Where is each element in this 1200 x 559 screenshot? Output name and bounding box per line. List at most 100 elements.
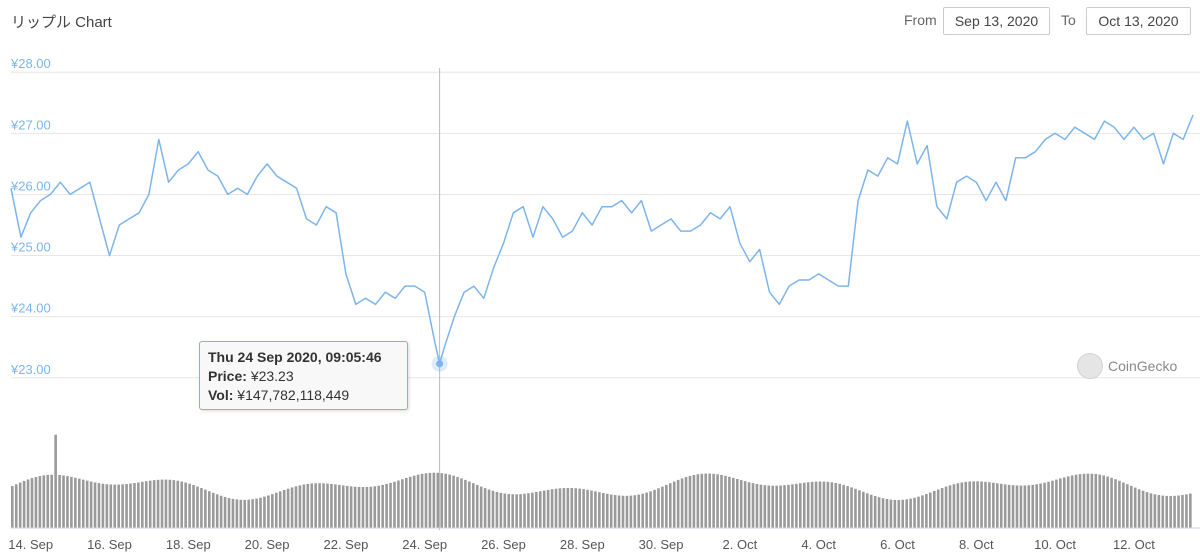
- volume-bar: [338, 484, 341, 528]
- volume-bar: [676, 479, 680, 528]
- volume-bar: [42, 475, 46, 528]
- to-date-input[interactable]: Oct 13, 2020: [1086, 7, 1191, 35]
- volume-bar: [204, 489, 207, 528]
- volume-bar: [1133, 487, 1137, 528]
- volume-bar: [1059, 478, 1062, 528]
- volume-bar: [259, 497, 262, 528]
- volume-bar: [77, 478, 81, 528]
- volume-bar: [940, 488, 944, 528]
- x-tick-label: 8. Oct: [959, 537, 994, 552]
- volume-bar: [1189, 493, 1192, 528]
- volume-bar: [944, 486, 948, 528]
- volume-bar: [401, 479, 404, 528]
- volume-bar: [385, 483, 388, 528]
- volume-bar: [771, 485, 775, 528]
- volume-bar: [314, 483, 317, 528]
- volume-bar: [968, 481, 972, 528]
- volume-bar: [747, 482, 751, 528]
- volume-bar: [688, 475, 692, 528]
- volume-bar: [452, 475, 455, 528]
- volume-bar: [464, 479, 467, 528]
- x-tick-label: 6. Oct: [880, 537, 915, 552]
- tooltip-vol-label: Vol:: [208, 387, 234, 403]
- volume-bar: [223, 496, 227, 528]
- volume-bar: [393, 481, 396, 528]
- volume-bar: [1173, 495, 1176, 528]
- tooltip-price-label: Price:: [208, 368, 247, 384]
- volume-bar: [1055, 479, 1058, 528]
- volume-bar: [1110, 477, 1113, 528]
- volume-bar: [176, 480, 180, 528]
- volume-bar: [996, 483, 999, 528]
- from-date-input[interactable]: Sep 13, 2020: [943, 7, 1050, 35]
- volume-bar: [172, 480, 176, 528]
- volume-bar: [231, 498, 235, 528]
- volume-bar: [1011, 485, 1015, 528]
- volume-bar: [109, 484, 113, 528]
- volume-bar: [1122, 482, 1125, 528]
- volume-bar: [605, 493, 609, 528]
- volume-bar: [487, 489, 491, 528]
- volume-bar: [818, 481, 822, 528]
- volume-bar: [1015, 485, 1019, 528]
- volume-bar: [775, 485, 778, 528]
- volume-bar: [247, 499, 250, 528]
- volume-bar: [992, 482, 995, 528]
- x-tick-label: 30. Sep: [639, 537, 684, 552]
- volume-bar: [263, 496, 266, 528]
- volume-bar: [1094, 474, 1098, 528]
- chart-tooltip: Thu 24 Sep 2020, 09:05:46 Price: ¥23.23 …: [199, 341, 408, 410]
- volume-bar: [546, 489, 550, 528]
- volume-bar: [743, 481, 747, 528]
- volume-bar: [956, 483, 960, 528]
- volume-bar: [129, 483, 132, 528]
- volume-bar: [1082, 473, 1086, 528]
- volume-bar: [74, 477, 77, 528]
- volume-bar: [1118, 480, 1121, 528]
- volume-bar: [89, 481, 93, 528]
- volume-bar: [515, 494, 518, 528]
- volume-bar: [617, 495, 621, 528]
- brand-name: CoinGecko: [1108, 358, 1178, 374]
- volume-bar: [436, 472, 440, 528]
- volume-bar: [345, 485, 349, 528]
- volume-bar: [999, 483, 1003, 528]
- volume-bar: [456, 476, 459, 528]
- x-tick-label: 28. Sep: [560, 537, 605, 552]
- volume-bar: [657, 488, 660, 528]
- volume-bar: [562, 488, 566, 528]
- volume-bar: [842, 484, 845, 528]
- volume-bar: [105, 484, 109, 528]
- volume-bar: [1181, 494, 1184, 528]
- x-tick-label: 16. Sep: [87, 537, 132, 552]
- volume-bar: [22, 480, 26, 528]
- volume-bar: [826, 481, 830, 528]
- volume-bar: [649, 491, 652, 528]
- volume-bar: [141, 481, 144, 528]
- volume-bar: [200, 488, 203, 528]
- volume-bar: [1051, 480, 1054, 528]
- volume-bar: [1019, 485, 1023, 528]
- volume-bar: [1062, 477, 1066, 528]
- volume-bar: [1169, 495, 1172, 528]
- volume-bar: [341, 485, 345, 528]
- volume-bar: [574, 488, 578, 528]
- volume-bar: [271, 494, 274, 528]
- x-tick-label: 26. Sep: [481, 537, 526, 552]
- volume-bar: [1126, 484, 1129, 528]
- volume-bar: [972, 481, 975, 528]
- volume-bar: [661, 486, 664, 528]
- volume-bar: [208, 491, 211, 528]
- volume-bar: [50, 474, 53, 528]
- volume-bar: [448, 474, 451, 528]
- volume-bar: [680, 478, 684, 528]
- volume-bar: [609, 494, 613, 528]
- volume-bar: [783, 485, 786, 528]
- volume-bar: [184, 482, 187, 528]
- volume-bar: [621, 495, 625, 528]
- volume-bar: [1090, 473, 1094, 528]
- x-tick-label: 20. Sep: [245, 537, 290, 552]
- volume-bar: [1023, 485, 1027, 528]
- volume-bar: [93, 482, 97, 528]
